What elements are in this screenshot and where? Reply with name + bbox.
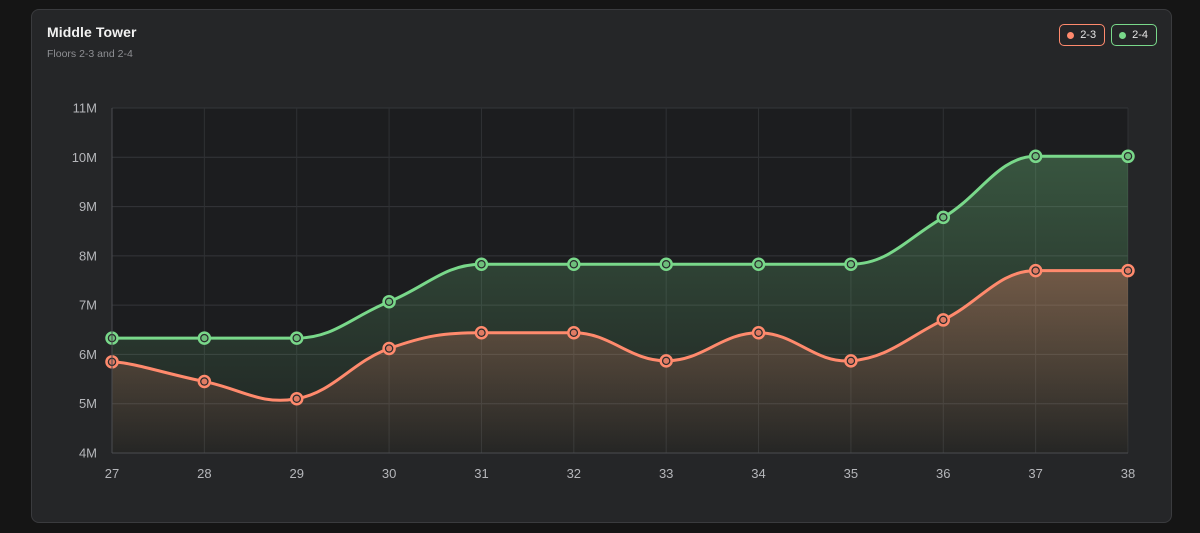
y-tick-label: 6M [79,347,97,362]
x-tick-label: 27 [105,466,119,481]
y-tick-label: 7M [79,298,97,313]
legend-dot-icon [1119,31,1127,39]
data-point-core [201,335,208,342]
data-point-core [293,395,300,402]
chart-title: Middle Tower [47,24,137,40]
legend-label: 2-4 [1132,29,1148,41]
data-point-core [847,261,854,268]
data-point-core [940,316,947,323]
x-tick-label: 38 [1121,466,1135,481]
x-tick-label: 33 [659,466,673,481]
chart-subtitle: Floors 2-3 and 2-4 [47,48,133,60]
data-point-core [570,329,577,336]
x-tick-label: 37 [1028,466,1042,481]
y-tick-label: 5M [79,396,97,411]
data-point-core [1125,153,1131,160]
data-point-core [1032,153,1039,160]
data-point-core [940,214,947,221]
data-point-core [478,329,485,336]
y-tick-label: 9M [79,199,97,214]
y-tick-label: 10M [72,150,97,165]
data-point-core [1032,267,1039,274]
data-point-core [755,261,762,268]
y-tick-label: 4M [79,446,97,461]
x-tick-label: 31 [474,466,488,481]
y-tick-label: 8M [79,248,97,263]
legend: 2-3 2-4 [1059,24,1157,46]
data-point-core [478,261,485,268]
data-point-core [201,378,208,385]
x-tick-label: 29 [289,466,303,481]
area-series-2-3 [112,270,1128,453]
data-point-core [663,261,670,268]
x-tick-label: 32 [567,466,581,481]
data-point-core [570,261,577,268]
x-tick-label: 36 [936,466,950,481]
legend-label: 2-3 [1080,29,1097,41]
data-points [105,149,1135,406]
data-point-core [386,345,393,352]
data-point-core [847,357,854,364]
data-point-core [386,298,393,305]
x-tick-label: 34 [751,466,765,481]
data-point-core [1125,267,1131,274]
legend-item-2-3[interactable]: 2-3 [1059,24,1106,46]
data-point-core [755,329,762,336]
y-tick-label: 11M [73,101,97,116]
x-tick-label: 35 [844,466,858,481]
areas [112,156,1128,454]
x-tick-label: 30 [382,466,396,481]
data-point-core [663,357,670,364]
y-axis: 4M 5M 6M 7M 8M 9M 10M 11M [72,101,113,461]
legend-dot-icon [1067,31,1075,39]
x-tick-label: 28 [197,466,211,481]
legend-item-2-4[interactable]: 2-4 [1111,24,1157,46]
data-point-core [293,335,300,342]
x-axis: 27 28 29 30 31 32 33 34 35 36 37 38 [105,452,1135,481]
